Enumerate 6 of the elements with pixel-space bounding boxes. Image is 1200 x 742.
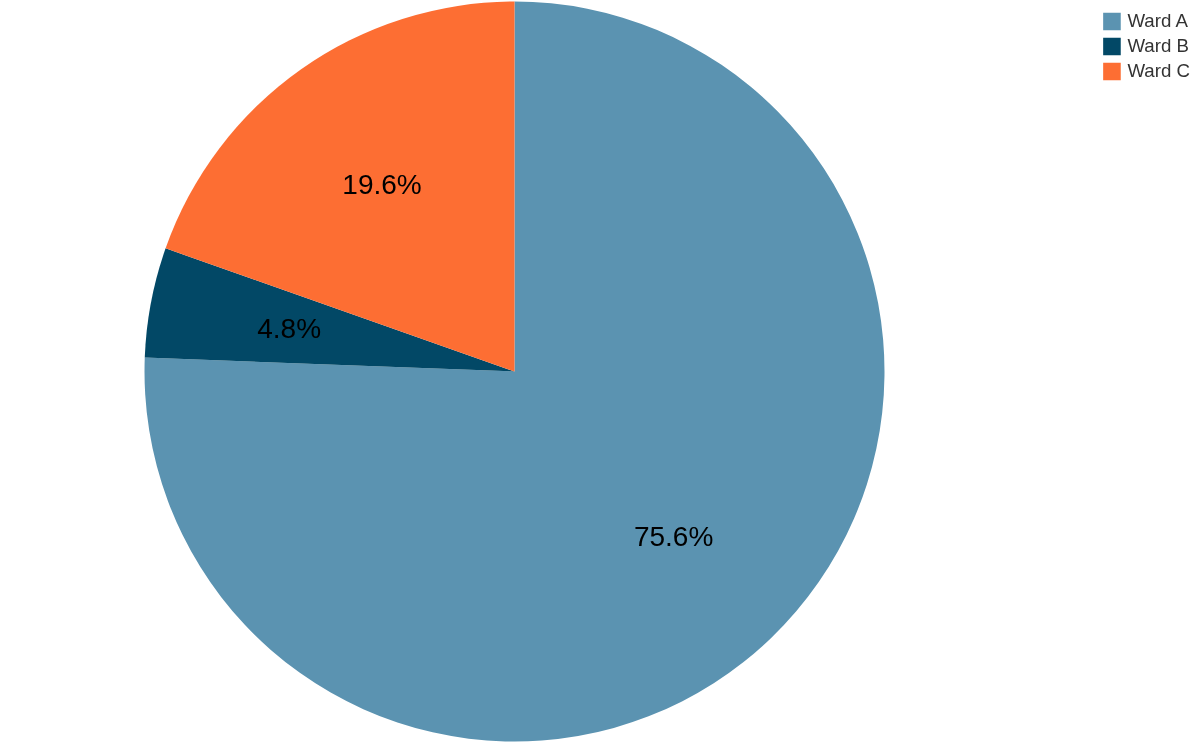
data-label: 4.8% — [257, 313, 322, 345]
legend-label: Ward B — [1127, 35, 1189, 57]
legend-label: Ward C — [1127, 60, 1190, 82]
data-label: 75.6% — [633, 521, 714, 553]
legend-label: Ward A — [1127, 10, 1188, 32]
data-label: 19.6% — [342, 168, 422, 200]
